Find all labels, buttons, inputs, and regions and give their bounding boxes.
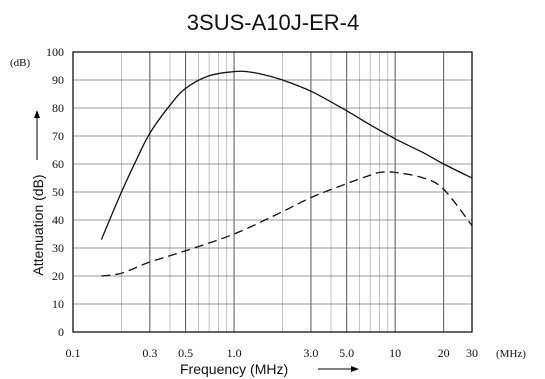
data-series [100, 70, 473, 277]
x-unit-label: (MHz) [496, 348, 526, 360]
x-axis-title: Frequency (MHz) [180, 361, 288, 377]
y-tick-label: 20 [52, 269, 64, 283]
y-axis-arrow-head [34, 110, 40, 118]
x-tick-label: 1.0 [227, 346, 242, 360]
x-tick-labels: 0.1 0.3 0.5 1.0 3.0 5.0 10 20 30 [66, 346, 479, 360]
y-tick-label: 30 [52, 241, 64, 255]
y-tick-labels: 0 10 20 30 40 50 60 70 80 90 100 [46, 45, 64, 339]
solid-attenuation-line [100, 70, 473, 240]
chart-title: 3SUS-A10J-ER-4 [187, 10, 359, 35]
plot-frame [72, 51, 473, 333]
y-tick-label: 90 [52, 73, 64, 87]
x-tick-label: 20 [438, 346, 450, 360]
y-tick-label: 40 [52, 213, 64, 227]
y-tick-label: 100 [46, 45, 64, 59]
x-tick-label: 0.1 [66, 346, 81, 360]
major-gridlines [72, 51, 473, 333]
x-tick-label: 0.3 [142, 346, 157, 360]
y-axis-title: Attenuation (dB) [30, 174, 46, 275]
x-tick-label: 30 [466, 346, 478, 360]
dashed-attenuation-line [101, 171, 473, 277]
y-unit-label: (dB) [10, 57, 31, 69]
y-tick-label: 60 [52, 157, 64, 171]
x-tick-label: 0.5 [178, 346, 193, 360]
x-tick-label: 10 [389, 346, 401, 360]
y-tick-label: 0 [58, 325, 64, 339]
y-tick-label: 50 [52, 185, 64, 199]
x-axis-title-group: Frequency (MHz) [180, 361, 359, 377]
x-axis-arrow-head [351, 366, 359, 372]
x-tick-label: 3.0 [303, 346, 318, 360]
x-tick-label: 5.0 [339, 346, 354, 360]
y-axis-title-group: Attenuation (dB) [30, 110, 46, 276]
y-tick-label: 80 [52, 101, 64, 115]
y-tick-label: 70 [52, 129, 64, 143]
y-tick-label: 10 [52, 297, 64, 311]
